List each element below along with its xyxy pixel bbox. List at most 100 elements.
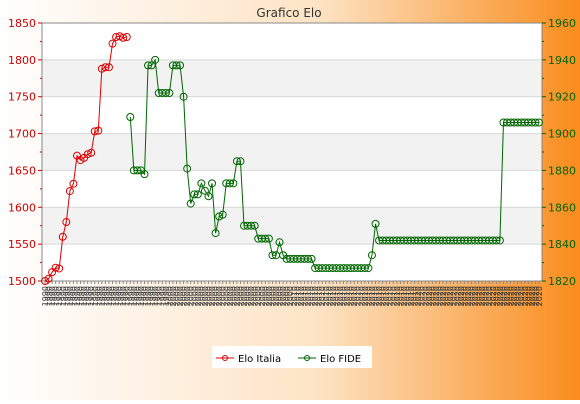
x-tick-label: 2000 [268, 286, 277, 306]
x-tick-label: 2010 [308, 286, 317, 306]
data-point-elo-fide [364, 264, 373, 273]
x-tick-label: 2000 [265, 286, 274, 306]
x-tick-label: 2010 [382, 286, 391, 306]
x-tick-label: 2000 [215, 286, 224, 306]
y-right-tick-label: 1880 [548, 164, 576, 177]
legend-label-elo-fide: Elo FIDE [320, 354, 361, 365]
x-tick-label: 2000 [279, 286, 288, 306]
data-point-elo-italia [108, 39, 117, 48]
data-point-elo-italia [101, 63, 110, 72]
x-tick-label: 2020 [507, 286, 516, 306]
x-tick-label: 2020 [499, 286, 508, 306]
x-tick-label: 2000 [204, 286, 213, 306]
x-tick-label: 2020 [492, 286, 501, 306]
x-tick-label: 1990 [91, 286, 100, 306]
x-tick-label: 1990 [119, 286, 128, 306]
x-tick-label: 2000 [208, 286, 217, 306]
x-tick-label: 2010 [290, 286, 299, 306]
x-tick-label: 2010 [368, 286, 377, 306]
x-tick-label: 2000 [272, 286, 281, 306]
x-tick-label: 2020 [471, 286, 480, 306]
x-tick-label: 2000 [169, 286, 178, 306]
data-point-elo-italia [104, 63, 113, 72]
x-tick-label: 2020 [432, 286, 441, 306]
x-tick-label: 2020 [478, 286, 487, 306]
x-tick-label: 1990 [62, 286, 71, 306]
x-tick-label: 2000 [197, 286, 206, 306]
y-left-tick-label: 1650 [8, 164, 36, 177]
data-point-elo-italia [90, 127, 99, 136]
x-tick-label: 1990 [158, 286, 167, 306]
x-tick-label: 2000 [222, 286, 231, 306]
x-tick-label: 2000 [286, 286, 295, 306]
x-tick-label: 2020 [428, 286, 437, 306]
x-tick-label: 2020 [418, 286, 427, 306]
y-left-tick-label: 1550 [8, 238, 36, 251]
x-tick-label: 2000 [219, 286, 228, 306]
x-tick-label: 2000 [187, 286, 196, 306]
x-tick-label: 2010 [293, 286, 302, 306]
x-tick-label: 2010 [379, 286, 388, 306]
x-tick-label: 2010 [318, 286, 327, 306]
y-right-tick-label: 1960 [548, 17, 576, 30]
data-point-elo-fide [211, 229, 220, 238]
x-tick-label: 2000 [283, 286, 292, 306]
x-tick-label: 2000 [236, 286, 245, 306]
x-tick-label: 1990 [59, 286, 68, 306]
x-tick-label: 2010 [386, 286, 395, 306]
x-tick-label: 2020 [457, 286, 466, 306]
data-point-elo-fide [204, 192, 213, 201]
x-tick-label: 2010 [304, 286, 313, 306]
x-tick-label: 2020 [531, 286, 540, 306]
x-tick-label: 2010 [297, 286, 306, 306]
x-tick-label: 2010 [375, 286, 384, 306]
data-point-elo-fide [193, 190, 202, 199]
x-tick-label: 2000 [180, 286, 189, 306]
data-point-elo-fide [275, 238, 284, 247]
x-tick-label: 2000 [247, 286, 256, 306]
x-tick-label: 2010 [300, 286, 309, 306]
x-tick-label: 2010 [332, 286, 341, 306]
data-point-elo-fide [531, 118, 540, 127]
x-tick-label: 2020 [489, 286, 498, 306]
x-tick-label: 1990 [84, 286, 93, 306]
x-tick-label: 2000 [165, 286, 174, 306]
x-tick-label: 2010 [411, 286, 420, 306]
x-tick-label: 2000 [258, 286, 267, 306]
data-point-elo-italia [87, 148, 96, 157]
x-tick-label: 2010 [357, 286, 366, 306]
grid-band [42, 133, 542, 171]
data-point-elo-fide [133, 166, 142, 175]
data-point-elo-fide [492, 236, 501, 245]
x-tick-label: 2020 [414, 286, 423, 306]
x-tick-label: 2020 [524, 286, 533, 306]
x-tick-label: 2010 [389, 286, 398, 306]
x-tick-label: 2010 [322, 286, 331, 306]
x-tick-label: 2010 [361, 286, 370, 306]
x-tick-label: 1990 [48, 286, 57, 306]
x-tick-label: 2010 [364, 286, 373, 306]
data-point-elo-italia [51, 263, 60, 272]
y-right-tick-label: 1860 [548, 201, 576, 214]
x-tick-label: 2020 [475, 286, 484, 306]
legend-box [212, 346, 372, 368]
x-tick-label: 2000 [261, 286, 270, 306]
x-tick-label: 1990 [133, 286, 142, 306]
x-tick-label: 2020 [453, 286, 462, 306]
x-tick-label: 2010 [400, 286, 409, 306]
x-tick-label: 2020 [485, 286, 494, 306]
data-point-elo-fide [172, 61, 181, 70]
data-point-elo-fide [140, 170, 149, 179]
data-point-elo-italia [58, 232, 67, 241]
x-tick-label: 1990 [151, 286, 160, 306]
y-left-tick-label: 1500 [8, 275, 36, 288]
x-tick-label: 2020 [443, 286, 452, 306]
data-point-elo-fide [360, 264, 369, 273]
x-tick-label: 2010 [325, 286, 334, 306]
x-tick-label: 2010 [336, 286, 345, 306]
x-tick-label: 1990 [52, 286, 61, 306]
y-right-tick-label: 1920 [548, 91, 576, 104]
x-tick-label: 1990 [41, 286, 50, 306]
series-line-elo-italia [44, 35, 127, 282]
data-point-elo-italia [62, 218, 71, 227]
